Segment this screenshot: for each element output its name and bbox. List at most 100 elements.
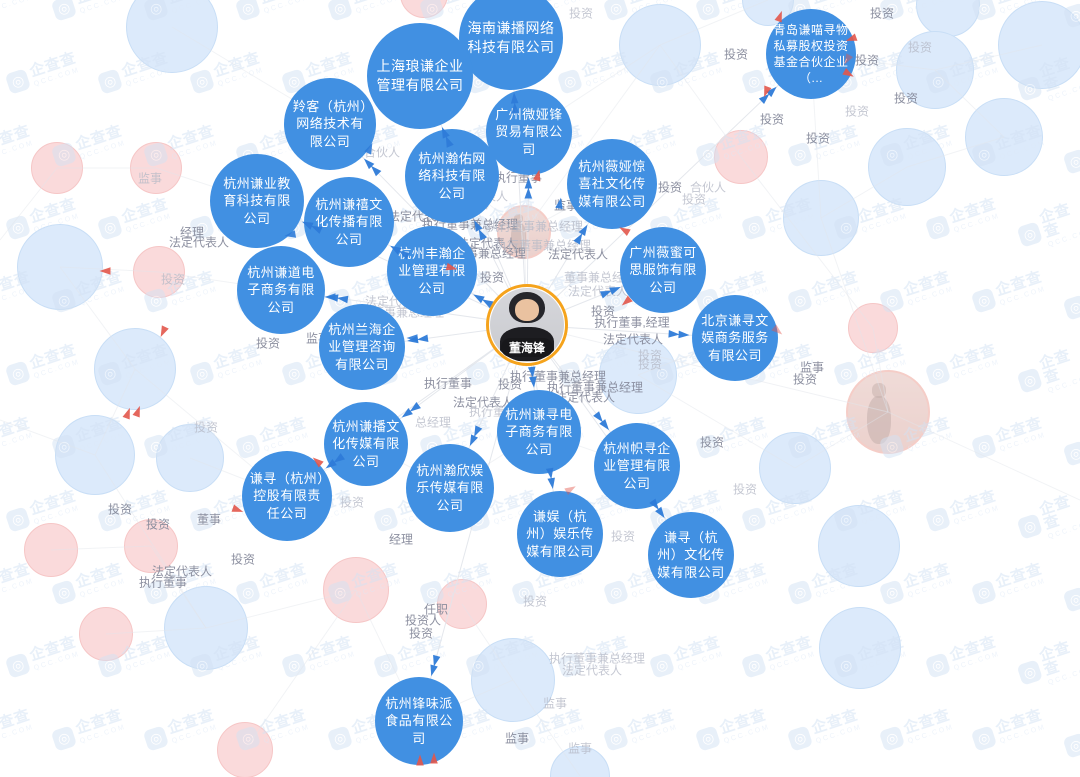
relationship-label: 法定代表人 xyxy=(554,390,616,405)
person-silhouette-head xyxy=(872,383,887,398)
background-node[interactable] xyxy=(156,424,224,492)
relationship-label: 执行董事 xyxy=(138,575,188,590)
relationship-label: 投资 xyxy=(907,40,933,55)
background-node[interactable] xyxy=(896,31,974,109)
company-node[interactable]: 杭州薇娅惊喜社文化传媒有限公司 xyxy=(567,139,657,229)
relationship-edge xyxy=(934,69,1005,138)
company-node[interactable]: 杭州帜寻企业管理有限公司 xyxy=(594,423,680,509)
relationship-edge xyxy=(887,411,1080,501)
company-node[interactable]: 杭州谦禧文化传播有限公司 xyxy=(304,177,394,267)
person-node-center[interactable]: 董海锋 xyxy=(486,284,568,366)
relationship-edge xyxy=(659,44,742,158)
relationship-label: 投资 xyxy=(522,594,548,609)
company-node[interactable]: 上海琅谦企业管理有限公司 xyxy=(367,23,473,129)
background-node[interactable] xyxy=(437,579,487,629)
background-node[interactable] xyxy=(819,607,901,689)
company-node[interactable]: 杭州瀚佑网络科技有限公司 xyxy=(405,129,499,223)
company-node[interactable]: 青岛谦喵寻物私募股权投资基金合伙企业（... xyxy=(766,9,856,99)
relationship-label: 总经理 xyxy=(414,415,452,430)
relationship-label: 法定代表人 xyxy=(452,395,514,410)
company-node[interactable]: 杭州锋味派食品有限公司 xyxy=(375,677,463,765)
company-node[interactable]: 谦寻（杭州）文化传媒有限公司 xyxy=(648,512,734,598)
relationship-label: 法定代表人 xyxy=(602,332,664,347)
company-node[interactable]: 杭州瀚欣娱乐传媒有限公司 xyxy=(406,444,494,532)
relationship-label: 监事 xyxy=(137,171,163,186)
relationship-edge xyxy=(872,327,889,413)
relationship-label: 投资 xyxy=(854,53,880,68)
relationship-label: 投资 xyxy=(339,495,365,510)
relationship-label: 法定代表人 xyxy=(151,564,213,579)
relationship-label: 执行董事兼总经理 xyxy=(494,238,592,253)
background-node[interactable] xyxy=(818,505,900,587)
relationship-label: 监事 xyxy=(799,360,825,375)
relationship-label: 投资 xyxy=(160,272,186,287)
background-node[interactable] xyxy=(471,638,555,722)
background-node[interactable] xyxy=(868,128,946,206)
company-node[interactable]: 杭州兰海企业管理咨询有限公司 xyxy=(319,304,405,390)
relationship-edge xyxy=(820,217,889,413)
relationship-edge xyxy=(244,589,357,751)
relationship-edge xyxy=(205,589,357,629)
background-node[interactable] xyxy=(126,0,218,73)
relationship-label: 投资 xyxy=(699,435,725,450)
relationship-label: 投资 xyxy=(408,626,434,641)
relationship-label: 执行董事兼总经理 xyxy=(548,651,646,666)
company-node[interactable]: 杭州谦播文化传媒有限公司 xyxy=(324,402,408,486)
company-node[interactable]: 杭州谦寻电子商务有限公司 xyxy=(497,390,581,474)
portrait-face xyxy=(514,299,540,322)
relationship-label: 投资 xyxy=(145,517,171,532)
relationship-label: 法定代表人 xyxy=(547,247,609,262)
relationship-edge xyxy=(50,545,152,551)
relationship-edge xyxy=(934,44,1043,71)
relationship-label: 董事兼总经理 xyxy=(563,270,637,285)
relationship-label: 任职 xyxy=(423,602,449,617)
relationship-label: 投资 xyxy=(479,270,505,285)
relationship-label: 投资 xyxy=(844,104,870,119)
relationship-label: 投资 xyxy=(681,192,707,207)
relationship-edge xyxy=(512,679,581,777)
company-node[interactable]: 谦娱（杭州）娱乐传媒有限公司 xyxy=(517,491,603,577)
relationship-label: 法定代表人 xyxy=(456,236,518,251)
relationship-label: 投资 xyxy=(759,112,785,127)
company-node[interactable]: 广州微娅锋贸易有限公司 xyxy=(486,89,572,175)
background-node[interactable] xyxy=(124,519,178,573)
company-node[interactable]: 北京谦寻文娱商务服务有限公司 xyxy=(692,295,778,381)
relationship-label: 监事 xyxy=(542,696,568,711)
background-node[interactable] xyxy=(24,523,78,577)
company-node[interactable]: 谦寻（杭州）控股有限责任公司 xyxy=(242,451,332,541)
company-node[interactable]: 广州薇蜜可思服饰有限公司 xyxy=(620,227,706,313)
relationship-label: 合伙人 xyxy=(689,180,727,195)
relationship-label: 投资 xyxy=(610,529,636,544)
relationship-edge xyxy=(906,136,1005,168)
relationship-edge xyxy=(659,0,769,46)
relationship-label: 投资 xyxy=(637,357,663,372)
relationship-edge xyxy=(59,266,136,370)
relationship-label: 投资 xyxy=(805,131,831,146)
relationship-label: 执行董事兼总经理 xyxy=(546,380,644,395)
relationship-label: 经理 xyxy=(179,225,205,240)
relationship-label: 监事 xyxy=(504,731,530,746)
relationship-label: 经理 xyxy=(388,532,414,547)
company-node[interactable]: 杭州谦业教育科技有限公司 xyxy=(210,154,304,248)
relationship-edge xyxy=(523,44,661,233)
relationship-label: 投资 xyxy=(230,552,256,567)
relationship-label: 监事 xyxy=(567,741,593,756)
relationship-edge xyxy=(820,166,908,219)
company-node[interactable]: 杭州谦道电子商务有限公司 xyxy=(237,246,325,334)
company-node[interactable]: 羚客（杭州）网络技术有限公司 xyxy=(284,78,376,170)
relationship-label: 董事 xyxy=(196,512,222,527)
relationship-edge xyxy=(461,603,514,681)
company-node[interactable]: 杭州丰瀚企业管理有限公司 xyxy=(387,226,477,316)
person-silhouette-head xyxy=(514,214,523,223)
relationship-edge xyxy=(740,156,874,329)
background-person-node[interactable] xyxy=(497,205,551,259)
relationship-label: 投资人 xyxy=(404,613,442,628)
company-node[interactable]: 海南谦播网络科技有限公司 xyxy=(459,0,563,90)
relationship-edge xyxy=(794,411,889,469)
relationship-edge xyxy=(150,545,207,629)
relationship-label: 法定代表人 xyxy=(168,235,230,250)
person-name-badge: 董海锋 xyxy=(500,338,554,357)
relationship-label: 投资 xyxy=(497,377,523,392)
